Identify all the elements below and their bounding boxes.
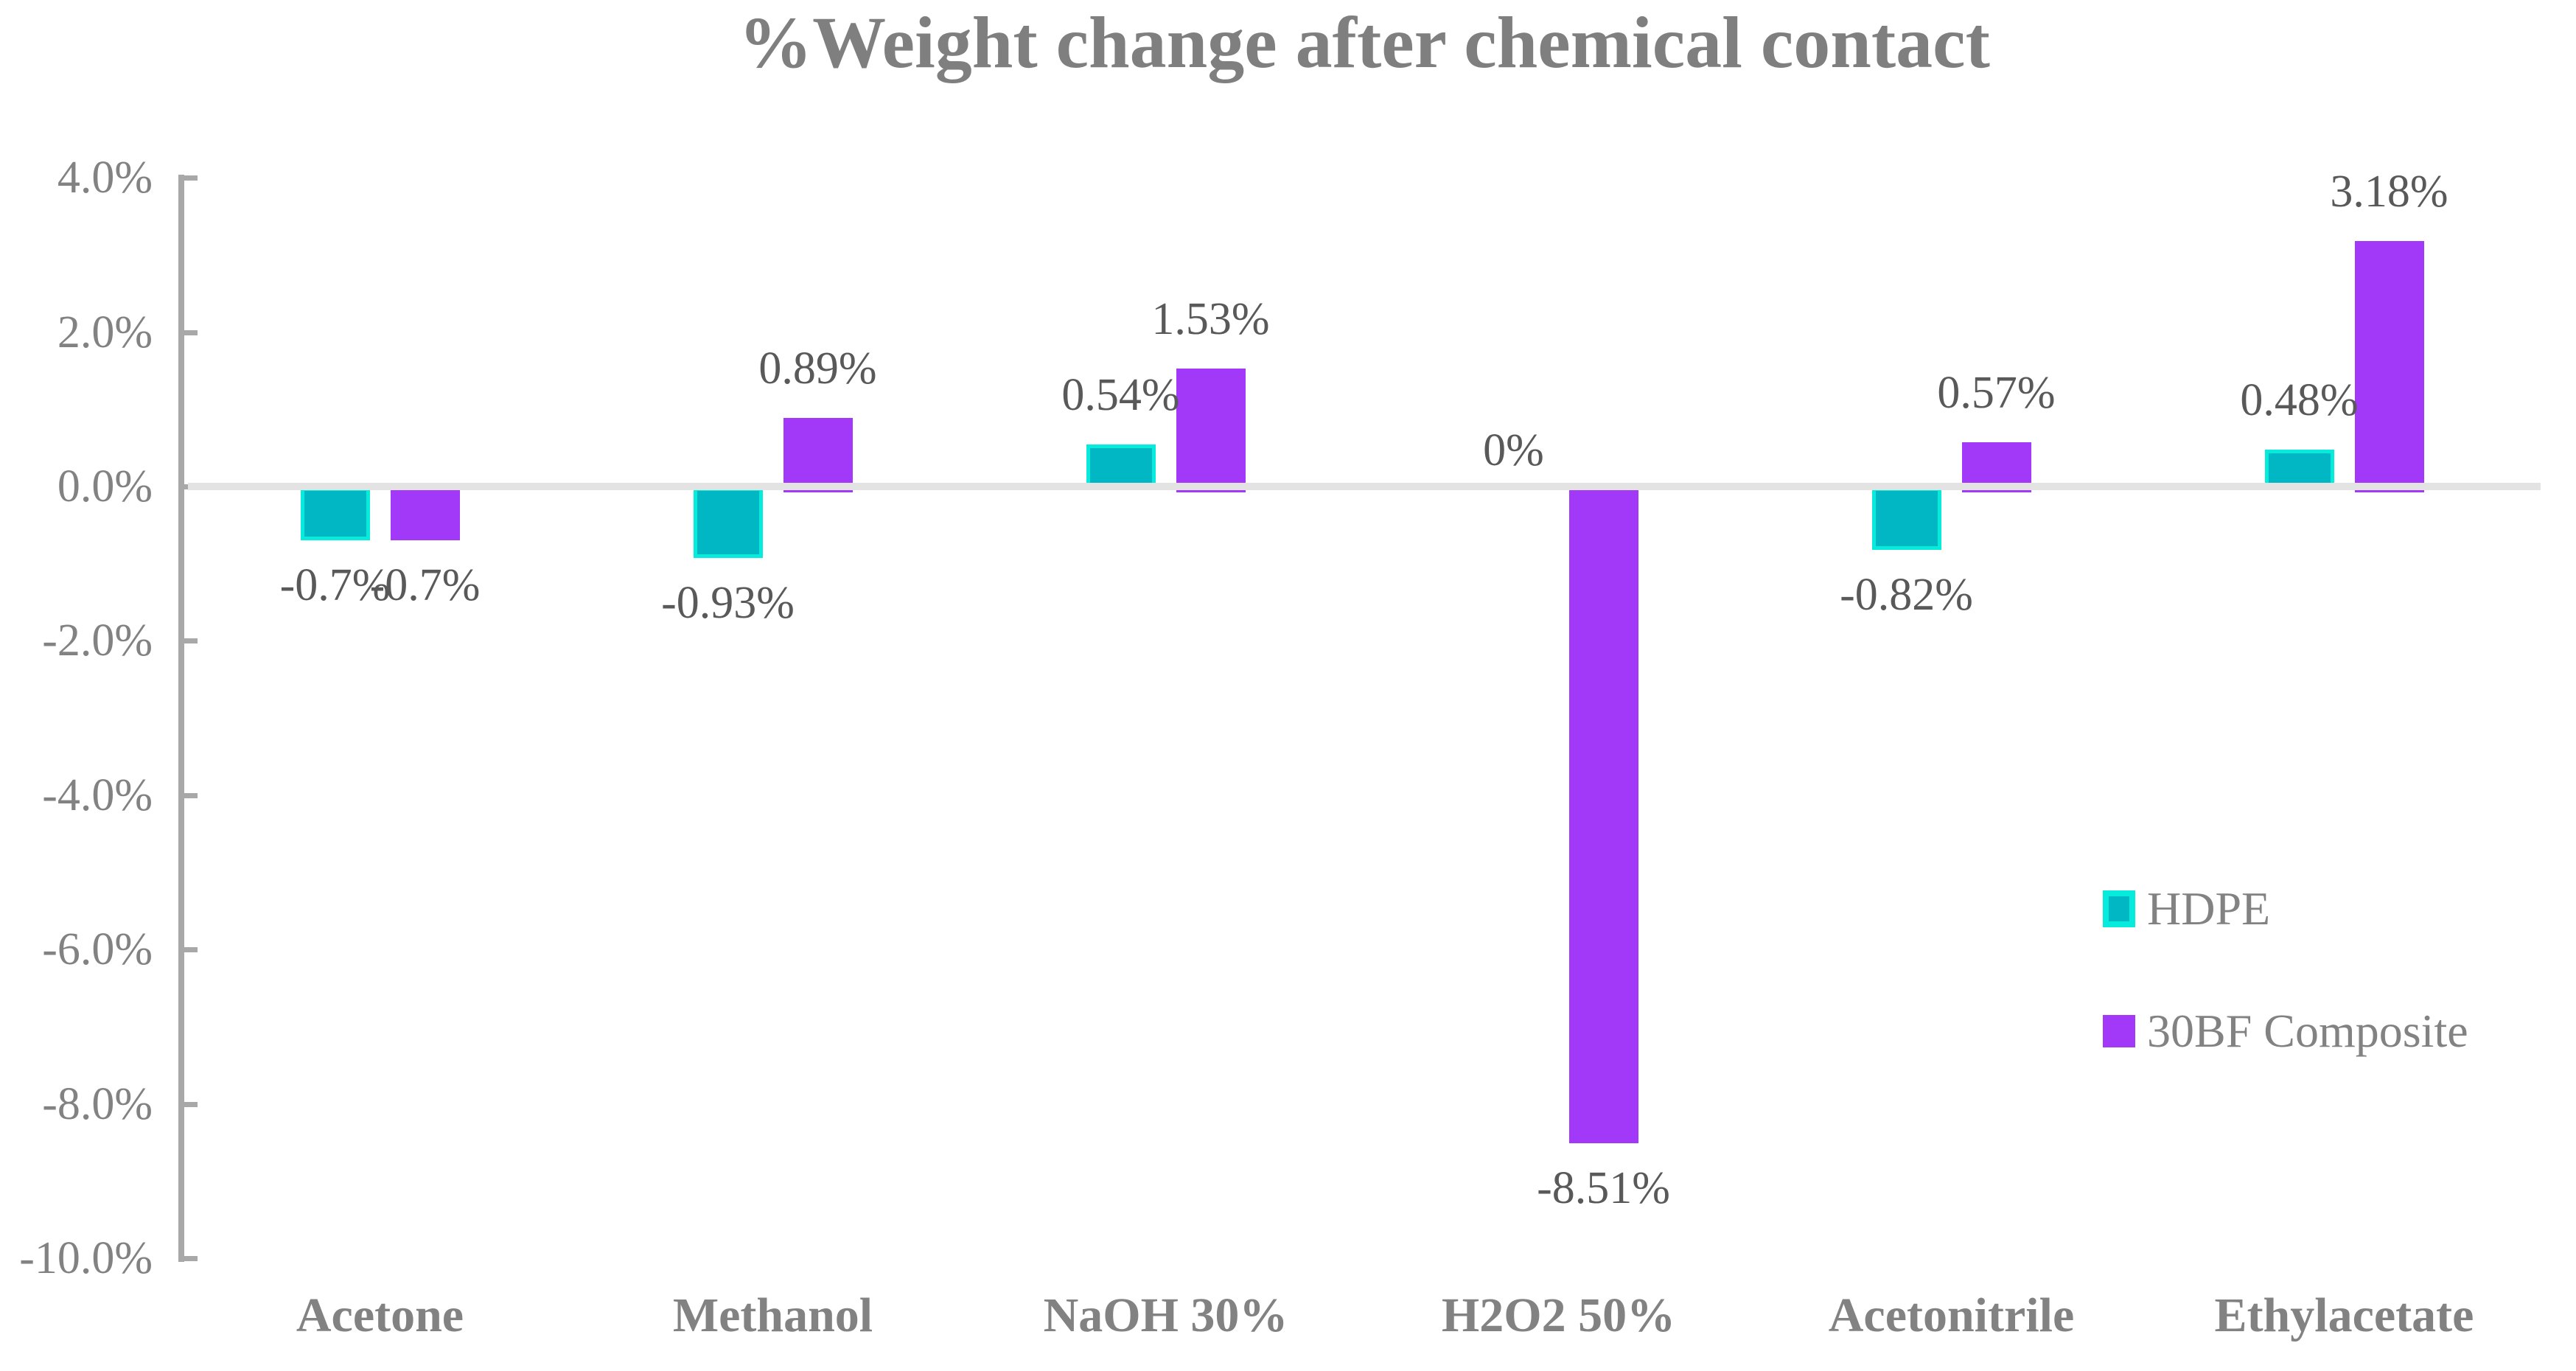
bar-30bf-composite-h2o2-50 (1568, 487, 1638, 1143)
data-label-30bf-composite-acetone: -0.7% (369, 560, 481, 611)
axis-label-acetonitrile: Acetonitrile (1828, 1288, 2075, 1342)
bar-hdpe-acetone (300, 487, 370, 541)
y-tick-6-0 (184, 947, 198, 953)
y-tick-label-2-0: -2.0% (42, 615, 153, 666)
composite-swatch-icon (2103, 1015, 2135, 1047)
axis-label-methanol: Methanol (672, 1288, 873, 1342)
data-label-30bf-composite-methanol: 0.89% (758, 343, 877, 394)
y-tick-2-0 (184, 638, 198, 644)
axis-label-h2o2-50: H2O2 50% (1441, 1288, 1676, 1342)
bar-30bf-composite-acetone (390, 487, 460, 541)
data-label-hdpe-acetonitrile: -0.82% (1840, 569, 1973, 620)
legend-label-30bf-composite: 30BF Composite (2147, 1005, 2468, 1057)
data-label-hdpe-ethylacetate: 0.48% (2240, 374, 2359, 425)
hdpe-swatch-icon (2103, 890, 2135, 927)
bar-hdpe-methanol (693, 487, 763, 559)
legend: HDPE 30BF Composite (2103, 883, 2468, 1057)
y-tick-label-10-0: -10.0% (19, 1233, 153, 1283)
legend-item-hdpe: HDPE (2103, 883, 2468, 935)
data-label-hdpe-acetone: -0.7% (279, 560, 391, 611)
y-tick-label-8-0: -8.0% (42, 1078, 153, 1129)
bar-hdpe-acetonitrile (1871, 487, 1941, 550)
legend-item-30bf-composite: 30BF Composite (2103, 1005, 2468, 1057)
bar-30bf-composite-naoh-30 (1176, 368, 1246, 492)
chart-title: %Weight change after chemical contact (739, 1, 1990, 83)
y-tick-label-4-0: 4.0% (57, 153, 153, 203)
y-tick-label-4-0: -4.0% (42, 770, 153, 820)
y-tick-8-0 (184, 1101, 198, 1107)
zero-gridline (188, 483, 2541, 490)
data-label-30bf-composite-acetonitrile: 0.57% (1937, 368, 2056, 419)
data-label-30bf-composite-h2o2-50: -8.51% (1537, 1162, 1670, 1213)
data-label-hdpe-methanol: -0.93% (661, 578, 795, 629)
bar-hdpe-naoh-30 (1086, 444, 1156, 489)
data-label-30bf-composite-naoh-30: 1.53% (1151, 293, 1270, 344)
y-tick-label-0-0: 0.0% (57, 461, 153, 512)
y-axis-line (178, 175, 184, 1262)
y-tick-2-0 (184, 329, 198, 335)
data-label-30bf-composite-ethylacetate: 3.18% (2330, 167, 2448, 217)
legend-label-hdpe: HDPE (2147, 882, 2271, 935)
data-label-hdpe-h2o2-50: 0% (1483, 425, 1544, 475)
bar-30bf-composite-methanol (783, 417, 853, 492)
y-tick-label-2-0: 2.0% (57, 307, 153, 357)
y-tick-4-0 (184, 175, 198, 181)
data-label-hdpe-naoh-30: 0.54% (1061, 370, 1180, 421)
y-tick-4-0 (184, 792, 198, 798)
y-tick-10-0 (184, 1256, 198, 1261)
bar-30bf-composite-ethylacetate (2354, 241, 2424, 492)
axis-label-ethylacetate: Ethylacetate (2214, 1288, 2474, 1342)
axis-label-acetone: Acetone (296, 1288, 464, 1342)
y-tick-label-6-0: -6.0% (42, 924, 153, 975)
axis-label-naoh-30: NaOH 30% (1043, 1288, 1288, 1342)
